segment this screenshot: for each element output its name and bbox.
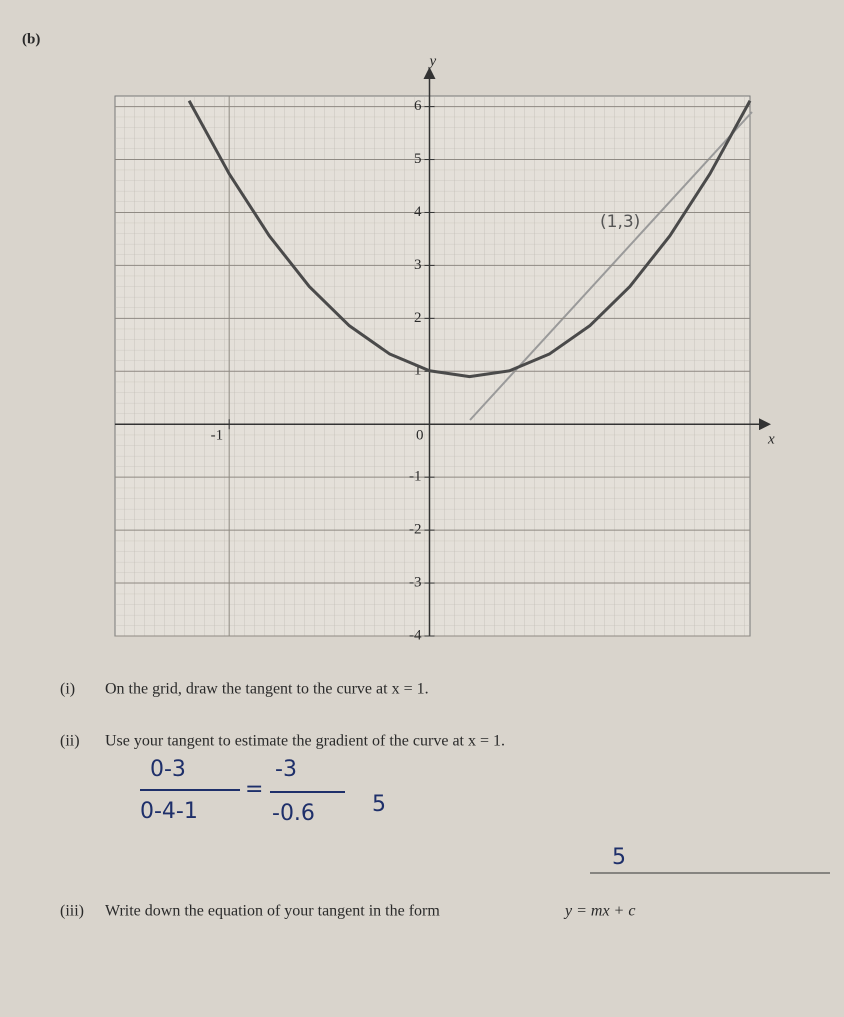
question-text: Write down the equation of your tangent … (105, 903, 440, 920)
y-tick-label: 3 (414, 257, 422, 273)
y-tick-label: 4 (414, 204, 422, 220)
question-number: (ii) (60, 733, 80, 750)
x-tick-label: -1 (211, 428, 224, 444)
y-tick-label: -3 (409, 574, 422, 590)
question-text: On the grid, draw the tangent to the cur… (105, 681, 429, 698)
y-tick-label: 2 (414, 310, 422, 326)
working: 0-4-1 (140, 799, 198, 824)
working: = (245, 777, 263, 802)
working: 0-3 (150, 757, 186, 782)
form: y = mx + c (563, 903, 635, 920)
y-tick-label: 1 (414, 363, 422, 379)
y-tick-label: -4 (409, 627, 422, 643)
y-tick-label: 6 (414, 98, 422, 114)
question-number: (iii) (60, 903, 84, 920)
y-tick-label: -2 (409, 522, 422, 538)
part-label: (b) (22, 31, 40, 47)
curve (187, 100, 752, 379)
answer: 5 (612, 845, 626, 870)
y-axis-label: y (427, 53, 436, 69)
working: -0.6 (272, 801, 315, 826)
x-axis-label: x (767, 432, 775, 448)
y-tick-label: 5 (414, 151, 422, 167)
question-text: Use your tangent to estimate the gradien… (105, 733, 505, 750)
working: 5 (372, 792, 386, 817)
graph-note: (1,3) (600, 212, 640, 232)
y-tick-label: -1 (409, 469, 422, 485)
minor-grid (115, 96, 750, 636)
x-tick-label: 0 (416, 428, 424, 444)
question-number: (i) (60, 681, 75, 698)
working: -3 (275, 757, 297, 782)
